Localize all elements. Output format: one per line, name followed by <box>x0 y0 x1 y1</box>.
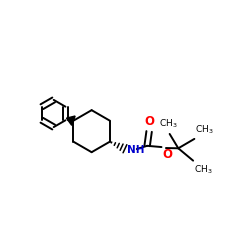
Text: CH$_3$: CH$_3$ <box>195 124 214 136</box>
Text: CH$_3$: CH$_3$ <box>194 163 213 175</box>
Text: O: O <box>162 148 172 161</box>
Text: CH$_3$: CH$_3$ <box>159 118 178 130</box>
Text: NH: NH <box>127 145 145 155</box>
Text: O: O <box>144 114 154 128</box>
Polygon shape <box>66 116 75 125</box>
